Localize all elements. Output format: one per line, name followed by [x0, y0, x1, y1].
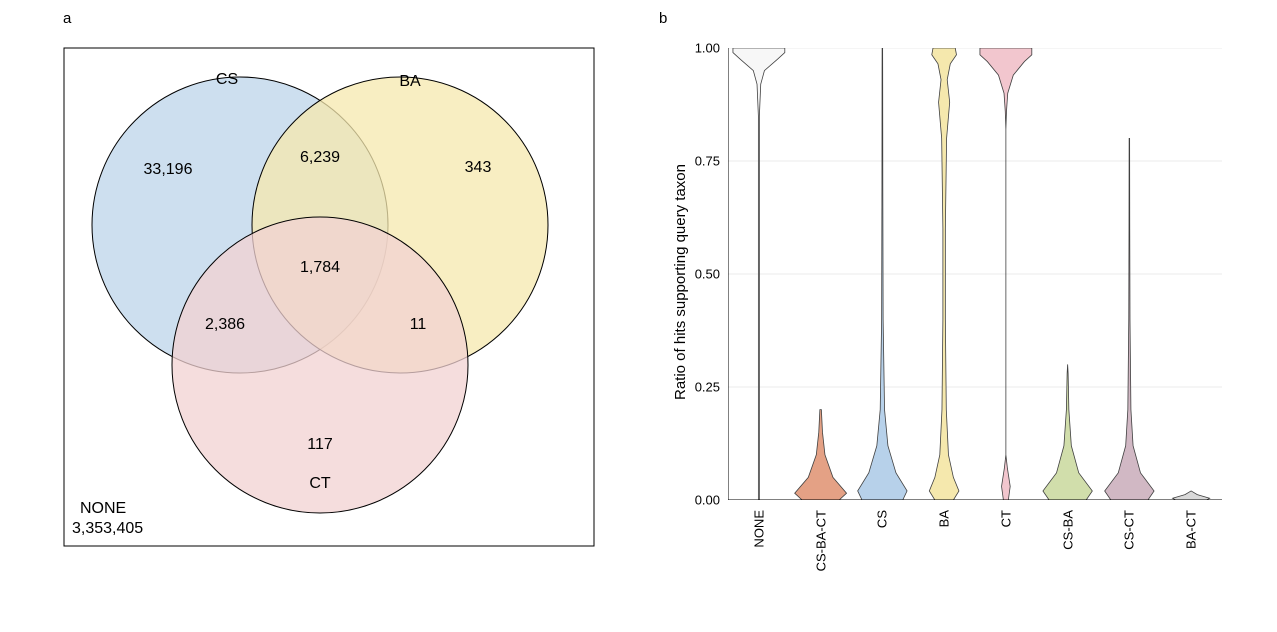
y-tick-label: 0.50 [686, 267, 720, 282]
x-tick-label: CT [998, 510, 1013, 527]
venn-count-cs-ba: 6,239 [300, 149, 340, 167]
venn-none-value: 3,353,405 [72, 520, 143, 538]
y-tick-label: 0.75 [686, 154, 720, 169]
venn-count-ba: 343 [465, 159, 492, 177]
venn-set-label-cs: CS [216, 71, 238, 89]
venn-svg [0, 0, 596, 560]
x-tick-label: CS-BA-CT [813, 510, 828, 571]
x-tick-label: CS-CT [1122, 510, 1137, 550]
venn-count-ba-ct: 11 [410, 316, 427, 334]
panel-b-label: b [659, 10, 667, 27]
x-tick-label: CS-BA [1060, 510, 1075, 550]
venn-set-label-ct: CT [309, 475, 330, 493]
venn-count-cs-ct: 2,386 [205, 316, 245, 334]
y-tick-label: 0.00 [686, 493, 720, 508]
venn-count-all: 1,784 [300, 259, 340, 277]
x-tick-label: NONE [751, 510, 766, 548]
venn-count-cs: 33,196 [144, 161, 193, 179]
figure-root: a CS BA CT 33,196 343 117 6,239 2,386 11… [0, 0, 1277, 632]
x-tick-label: BA-CT [1184, 510, 1199, 549]
x-tick-label: CS [875, 510, 890, 528]
y-tick-label: 0.25 [686, 380, 720, 395]
venn-set-label-ba: BA [399, 73, 420, 91]
y-axis-title: Ratio of hits supporting query taxon [672, 164, 689, 400]
x-tick-label: BA [937, 510, 952, 527]
venn-none-label: NONE [80, 500, 126, 518]
venn-count-ct: 117 [307, 436, 333, 454]
violin-plot-svg [728, 48, 1222, 500]
y-tick-label: 1.00 [686, 41, 720, 56]
